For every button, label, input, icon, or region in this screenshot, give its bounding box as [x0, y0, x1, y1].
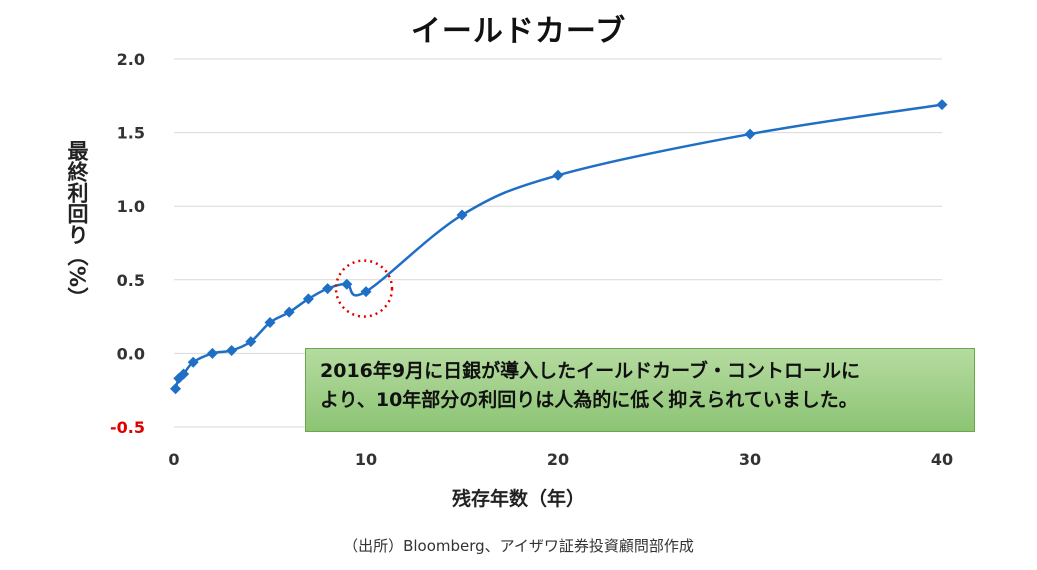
- data-point: [936, 99, 948, 111]
- data-point: [226, 344, 238, 356]
- x-tick-label: 10: [355, 450, 377, 469]
- chart-title: イールドカーブ: [410, 14, 627, 49]
- y-tick-label: 1.5: [117, 124, 145, 143]
- annotation-line-2: より、10年部分の利回りは人為的に低く抑えられていました。: [320, 389, 858, 411]
- data-point: [283, 306, 295, 318]
- data-point: [264, 316, 276, 328]
- data-point: [322, 283, 334, 295]
- data-point: [552, 169, 564, 181]
- y-tick-label: 1.0: [117, 197, 145, 216]
- x-tick-label: 0: [168, 450, 179, 469]
- data-point: [744, 128, 756, 140]
- yield-curve-line: [174, 103, 943, 390]
- x-tick-labels: 0 10 20 30 40: [168, 450, 953, 469]
- data-point: [245, 336, 257, 348]
- highlight-circle: [334, 259, 394, 318]
- data-point: [302, 293, 314, 305]
- x-tick-label: 30: [739, 450, 761, 469]
- data-point: [206, 347, 218, 359]
- y-axis-label: 最終利回り（%）: [65, 140, 89, 309]
- annotation-line-1: 2016年9月に日銀が導入したイールドカーブ・コントロールに: [320, 360, 860, 382]
- y-tick-label: 2.0: [117, 50, 145, 69]
- x-axis-label: 残存年数（年）: [451, 488, 585, 510]
- data-point: [170, 383, 182, 395]
- data-point: [178, 368, 190, 380]
- y-tick-label: 0.0: [117, 344, 145, 363]
- data-point: [456, 209, 468, 221]
- data-point: [187, 356, 199, 368]
- source-note: （出所）Bloomberg、アイザワ証券投資顧問部作成: [343, 537, 694, 555]
- x-tick-label: 40: [931, 450, 953, 469]
- data-point: [360, 286, 372, 298]
- y-tick-label: 0.5: [117, 271, 145, 290]
- x-tick-label: 20: [547, 450, 569, 469]
- data-markers: [170, 99, 948, 395]
- y-tick-labels: 2.0 1.5 1.0 0.5 0.0 -0.5: [110, 50, 145, 437]
- y-tick-label: -0.5: [110, 418, 145, 437]
- data-point: [341, 278, 353, 290]
- annotation-box: 2016年9月に日銀が導入したイールドカーブ・コントロールに より、10年部分の…: [305, 348, 975, 432]
